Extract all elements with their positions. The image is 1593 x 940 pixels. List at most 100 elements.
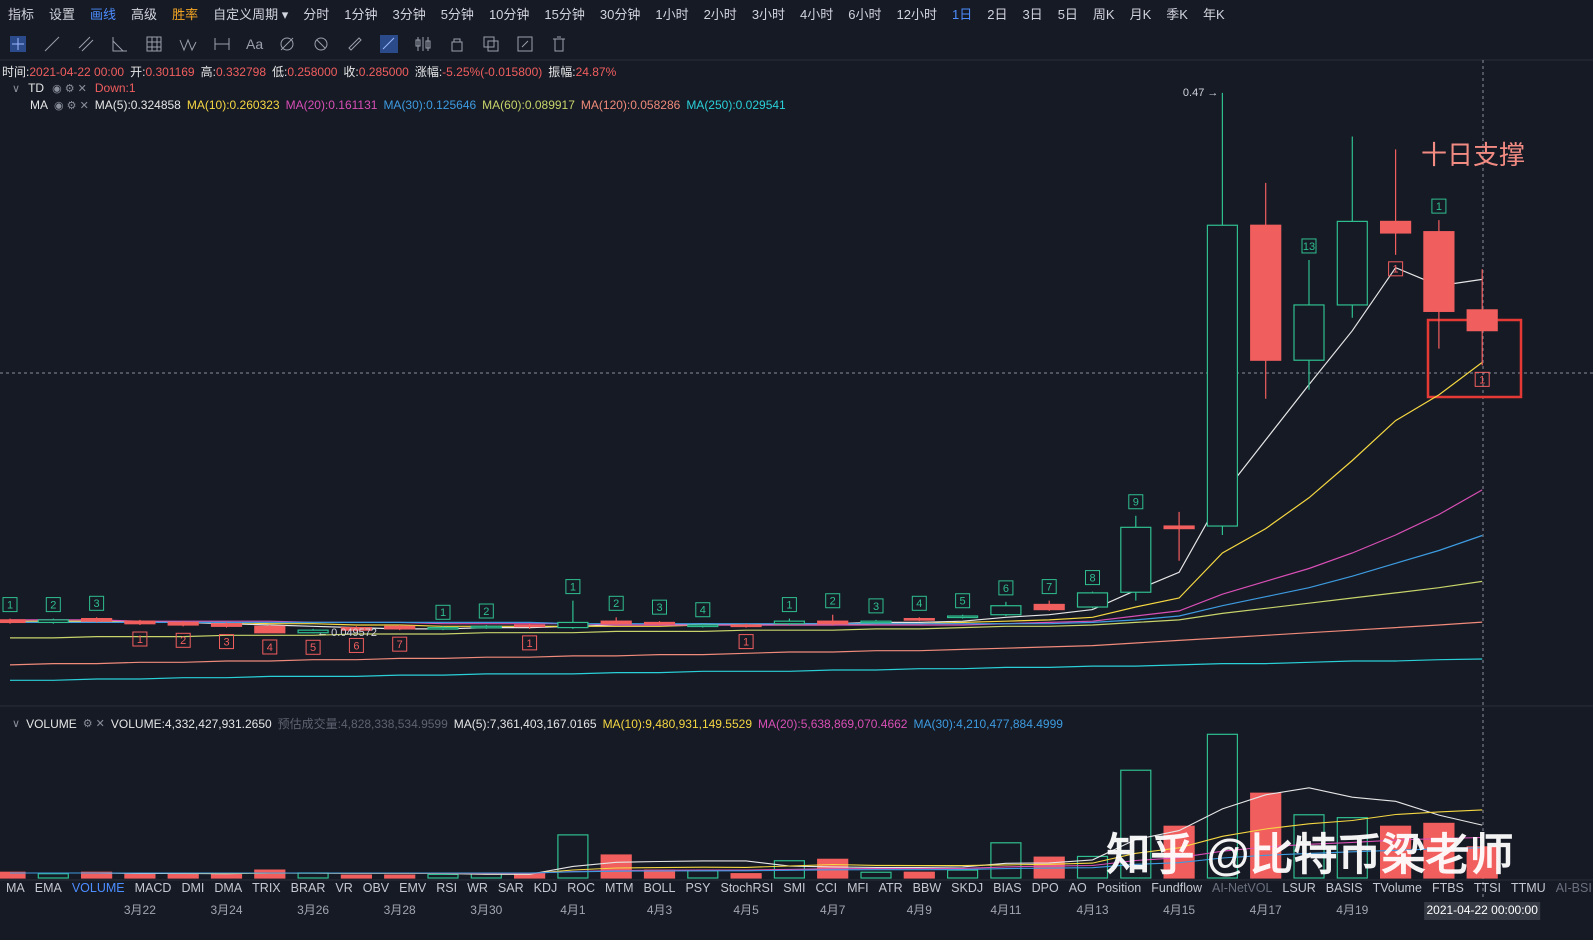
indicator-tab[interactable]: AO (1068, 881, 1087, 895)
text-tool[interactable]: Aa (246, 36, 264, 52)
candle-tool[interactable] (413, 34, 433, 54)
menu-item[interactable]: 15分钟 (544, 6, 585, 22)
ruler-tool[interactable] (345, 34, 365, 54)
menu-item[interactable]: 设置 (49, 6, 76, 22)
indicator-tab[interactable]: FTBS (1431, 881, 1464, 895)
menu-item[interactable]: 2日 (987, 6, 1008, 22)
info-label: 高: (200, 65, 216, 79)
menu-item[interactable]: 1小时 (655, 6, 689, 22)
visibility-icon[interactable]: ⚙ ✕ (82, 718, 105, 730)
indicator-tab[interactable]: VOLUME (71, 881, 125, 895)
menu-item[interactable]: 10分钟 (488, 6, 530, 22)
wave-tool[interactable] (178, 34, 198, 54)
candle-body (0, 619, 26, 624)
indicator-tab[interactable]: VR (335, 881, 353, 895)
indicator-tab[interactable]: TTMU (1510, 881, 1546, 895)
indicator-tab[interactable]: Fundflow (1151, 881, 1202, 895)
menu-item[interactable]: 1日 (951, 6, 973, 22)
grid-tool[interactable] (144, 34, 164, 54)
info-value: 0.301169 (145, 65, 195, 79)
indicator-tab[interactable]: KDJ (533, 881, 558, 895)
volume-bar (1423, 822, 1455, 879)
visibility-icon[interactable]: ◉ ⚙ ✕ (54, 99, 89, 112)
menu-item[interactable]: 指标 (8, 6, 35, 22)
info-field: 振幅:24.87% (548, 63, 616, 80)
pen-tool[interactable] (379, 34, 399, 54)
menu-item[interactable]: 自定义周期 ▾ (213, 6, 289, 22)
menu-item[interactable]: 季K (1166, 6, 1188, 22)
angle-tool[interactable] (110, 34, 130, 54)
channel-tool[interactable] (76, 34, 96, 54)
indicator-tab[interactable]: MFI (847, 881, 869, 895)
indicator-tab[interactable]: Position (1096, 881, 1142, 895)
indicator-tab[interactable]: MTM (605, 881, 634, 895)
indicator-tab[interactable]: LSUR (1282, 881, 1316, 895)
indicator-tab[interactable]: BOLL (643, 881, 676, 895)
indicator-tab[interactable]: EMV (399, 881, 427, 895)
collapse-icon[interactable]: ∨ (12, 718, 21, 730)
edit-tool[interactable] (515, 34, 535, 54)
volume-ma-legend-item: MA(20):5,638,869,070.4662 (758, 716, 908, 731)
crosshair-tool[interactable] (8, 34, 28, 54)
menu-item[interactable]: 5分钟 (440, 6, 474, 22)
menu-item[interactable]: 1分钟 (344, 6, 378, 22)
menu-item[interactable]: 画线 (90, 6, 117, 22)
indicator-tab[interactable]: RSI (436, 881, 458, 895)
menu-item[interactable]: 胜率 (172, 6, 199, 22)
indicator-tab[interactable]: EMA (34, 881, 62, 895)
indicator-tab[interactable]: BASIS (1325, 881, 1363, 895)
indicator-tab[interactable]: BRAR (290, 881, 326, 895)
indicator-tab[interactable]: MACD (134, 881, 172, 895)
candle-body (1379, 220, 1412, 234)
indicator-tab[interactable]: CCI (815, 881, 838, 895)
indicator-tab[interactable]: TRIX (252, 881, 281, 895)
indicator-tab[interactable]: PSY (685, 881, 711, 895)
menu-item[interactable]: 4小时 (800, 6, 834, 22)
menu-item[interactable]: 12小时 (896, 6, 937, 22)
hide-tool[interactable] (311, 34, 331, 54)
td-marker: 7 (397, 639, 403, 651)
delete-tool[interactable] (549, 34, 569, 54)
indicator-tab[interactable]: MA (6, 881, 25, 895)
indicator-tab[interactable]: SKDJ (951, 881, 984, 895)
indicator-tab[interactable]: BIAS (993, 881, 1022, 895)
indicator-tab[interactable]: AI-BSI (1555, 881, 1592, 895)
indicator-tab[interactable]: StochRSI (720, 881, 774, 895)
menu-item[interactable]: 6小时 (848, 6, 882, 22)
menu-item[interactable]: 30分钟 (599, 6, 641, 22)
indicator-tab[interactable]: WR (467, 881, 488, 895)
collapse-icon[interactable]: ∨ (12, 82, 21, 95)
lock-tool[interactable] (447, 34, 467, 54)
info-field: 高:0.332798 (201, 63, 266, 80)
copy-tool[interactable] (481, 34, 501, 54)
menu-item[interactable]: 年K (1202, 6, 1225, 22)
menu-item[interactable]: 5日 (1057, 6, 1078, 22)
menu-item[interactable]: 3日 (1022, 6, 1043, 22)
line-tool[interactable] (42, 34, 62, 54)
menu-item[interactable]: 3小时 (751, 6, 786, 22)
td-marker: 13 (1303, 241, 1315, 253)
td-name: TD (28, 81, 45, 95)
indicator-tab[interactable]: BBW (912, 881, 942, 895)
indicator-tab[interactable]: OBV (362, 881, 390, 895)
menu-item[interactable]: 月K (1129, 6, 1152, 22)
indicator-tab[interactable]: TVolume (1372, 881, 1422, 895)
indicator-tab[interactable]: ATR (878, 881, 903, 895)
indicator-tab[interactable]: SMI (783, 881, 806, 895)
menu-item[interactable]: 2小时 (703, 6, 737, 22)
visibility-icon[interactable]: ◉ ⚙ ✕ (52, 82, 87, 95)
indicator-tab[interactable]: DMA (214, 881, 243, 895)
indicator-tab[interactable]: SAR (497, 881, 524, 895)
menu-item[interactable]: 3分钟 (392, 6, 426, 22)
indicator-tab[interactable]: DPO (1031, 881, 1059, 895)
menu-item[interactable]: 周K (1092, 6, 1115, 22)
indicator-tab[interactable]: DMI (181, 881, 205, 895)
indicator-tab[interactable]: TTSI (1473, 881, 1501, 895)
measure-tool[interactable] (212, 34, 232, 54)
magnet-tool[interactable] (277, 34, 297, 54)
menu-item[interactable]: 高级 (131, 6, 158, 22)
indicator-tab[interactable]: AI-NetVOL (1211, 881, 1273, 895)
menu-item[interactable]: 分时 (303, 6, 330, 22)
x-tick-label: 3月28 (384, 903, 416, 917)
indicator-tab[interactable]: ROC (567, 881, 596, 895)
